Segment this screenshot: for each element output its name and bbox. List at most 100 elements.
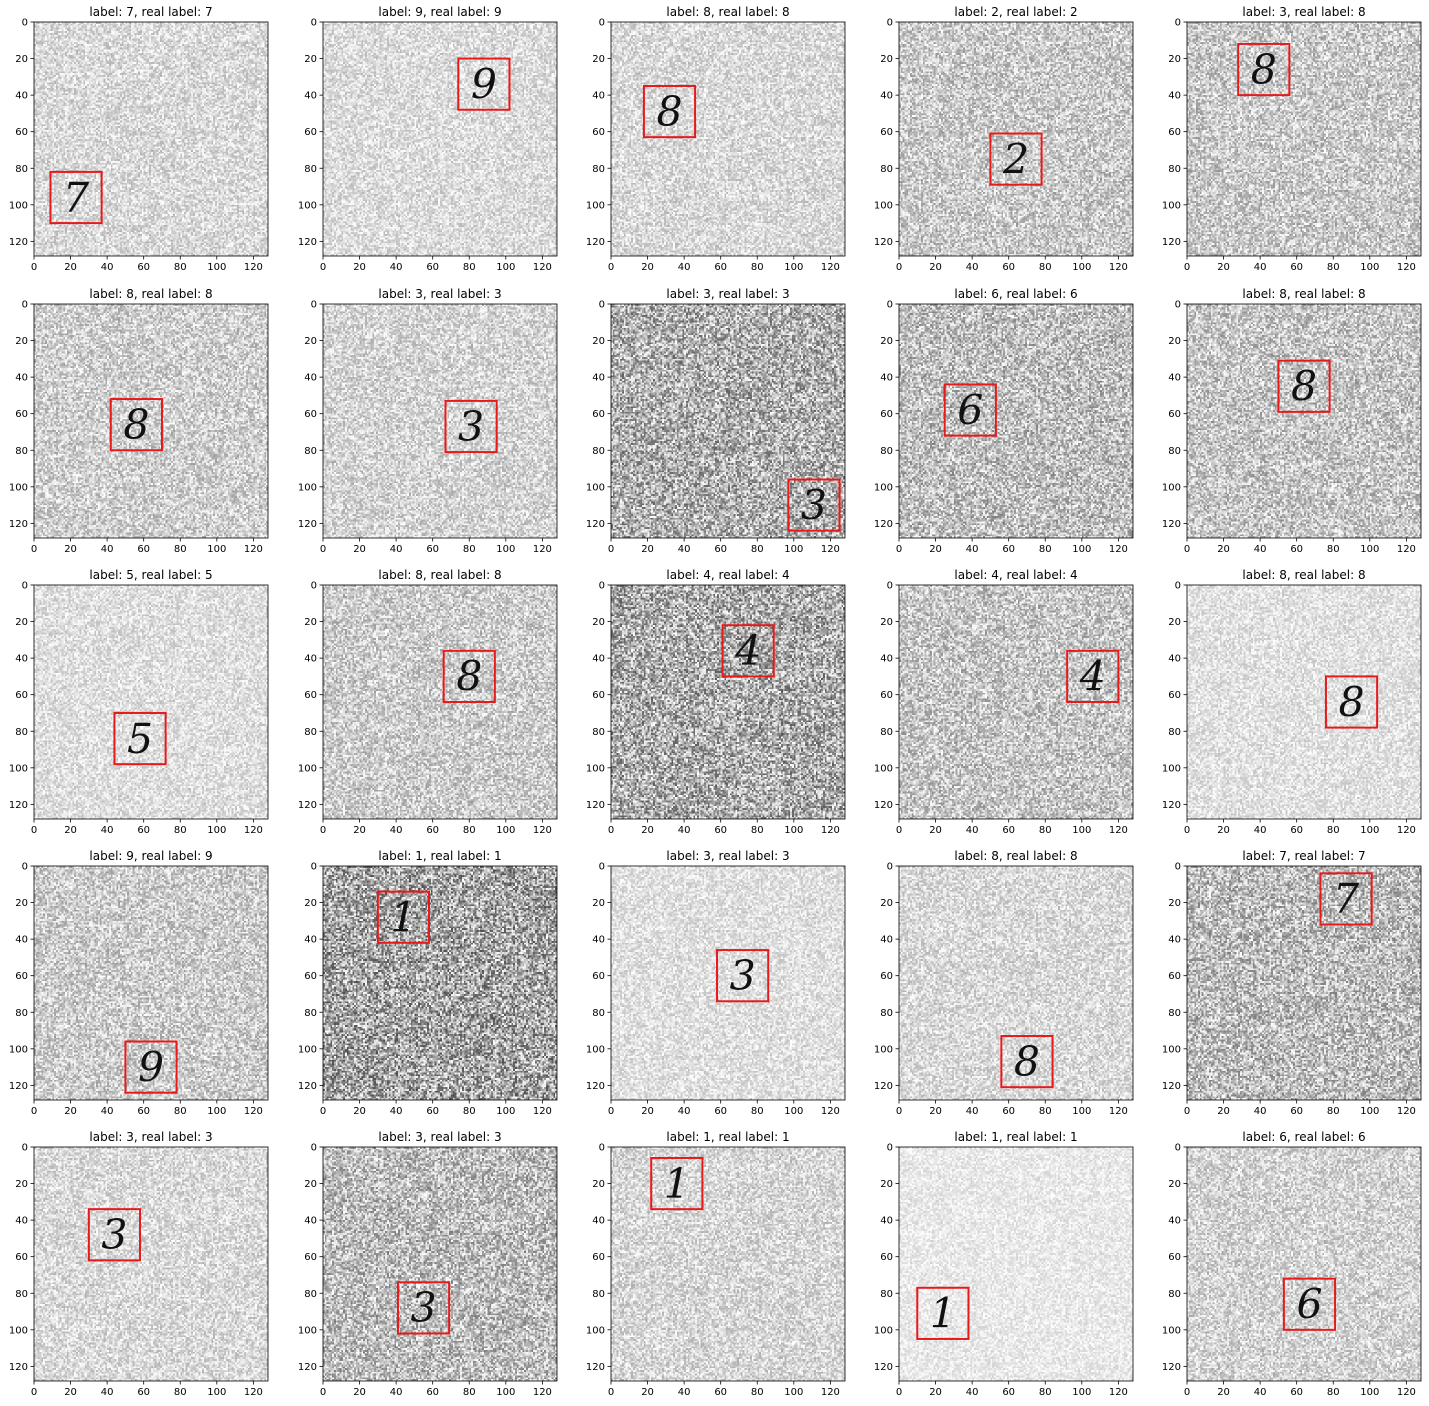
y-tick-label: 0 xyxy=(599,1143,605,1154)
x-tick-label: 60 xyxy=(1290,825,1303,836)
x-tick-label: 20 xyxy=(1217,825,1230,836)
x-tick-label: 80 xyxy=(174,825,187,836)
x-tick-label: 100 xyxy=(496,262,515,273)
y-tick-label: 20 xyxy=(15,898,28,909)
y-tick-label: 60 xyxy=(880,127,893,138)
panel-title: label: 4, real label: 4 xyxy=(954,568,1077,582)
y-tick-label: 100 xyxy=(874,200,893,211)
y-tick-label: 80 xyxy=(304,446,317,457)
bounding-box xyxy=(87,1208,142,1262)
noise-image xyxy=(323,1147,557,1381)
axes-frame xyxy=(33,303,269,539)
noise-image xyxy=(34,1147,268,1381)
y-tick-label: 80 xyxy=(15,1289,28,1300)
axes-frame xyxy=(610,303,846,539)
x-tick-label: 40 xyxy=(1254,262,1267,273)
x-tick-label: 120 xyxy=(821,1387,840,1398)
digit-glyph: 4 xyxy=(1079,653,1106,701)
panel-title: label: 3, real label: 3 xyxy=(378,1130,501,1144)
panel-15: label: 8, real label: 880 20 40 60 80 100 1200… xyxy=(1162,568,1422,836)
x-tick-label: 120 xyxy=(1109,825,1128,836)
panel-title: label: 8, real label: 8 xyxy=(89,287,212,301)
x-tick-label: 120 xyxy=(1397,544,1416,555)
x-tick-label: 40 xyxy=(966,1387,979,1398)
y-tick-label: 20 xyxy=(880,898,893,909)
y-tick-label: 20 xyxy=(880,1179,893,1190)
bounding-box xyxy=(1000,1035,1054,1089)
bounding-box xyxy=(1237,42,1291,97)
x-tick-label: 80 xyxy=(1327,1387,1340,1398)
y-tick-label: 40 xyxy=(1168,91,1181,102)
bounding-box xyxy=(1066,649,1120,703)
axes-frame xyxy=(898,21,1134,257)
y-tick-label: 20 xyxy=(15,54,28,65)
bounding-box xyxy=(650,1156,704,1211)
y-tick-label: 20 xyxy=(592,54,605,65)
y-tick-label: 40 xyxy=(15,935,28,946)
x-tick-label: 20 xyxy=(64,825,77,836)
panel-6: label: 8, real label: 880 20 40 60 80 100 1200… xyxy=(9,287,269,555)
x-tick-label: 40 xyxy=(678,1387,691,1398)
y-tick-label: 100 xyxy=(9,763,28,774)
x-tick-label: 120 xyxy=(1397,1387,1416,1398)
x-tick-label: 0 xyxy=(1184,1387,1190,1398)
y-tick-label: 100 xyxy=(298,200,317,211)
x-tick-label: 40 xyxy=(101,262,114,273)
panel-8: label: 3, real label: 3 3 0 20 40 60 80 100 120 0… xyxy=(586,287,846,555)
x-tick-label: 40 xyxy=(678,1106,691,1117)
axes-frame xyxy=(1186,865,1422,1101)
y-tick-label: 20 xyxy=(880,54,893,65)
y-tick-label: 0 xyxy=(22,581,28,592)
panel-16: label: 9, real label: 9 9 0 20 40 60 80 100 120 0… xyxy=(9,849,269,1117)
y-tick-label: 60 xyxy=(880,971,893,982)
y-tick-label: 60 xyxy=(1168,690,1181,701)
axes-frame xyxy=(33,584,269,820)
x-tick-label: 20 xyxy=(641,262,654,273)
y-tick-label: 40 xyxy=(880,654,893,665)
x-tick-label: 0 xyxy=(608,544,614,555)
x-tick-label: 0 xyxy=(1184,262,1190,273)
panel-2: label: 9, real label: 9 9 0 20 40 60 80 100 120 0… xyxy=(298,5,558,273)
x-tick-label: 60 xyxy=(1290,1106,1303,1117)
panel-10: label: 8, real label: 880 20 40 60 80 100 1200… xyxy=(1162,287,1422,555)
x-tick-label: 20 xyxy=(353,825,366,836)
panel-title: label: 1, real label: 1 xyxy=(666,1130,789,1144)
y-tick-label: 20 xyxy=(1168,1179,1181,1190)
y-tick-label: 100 xyxy=(1162,482,1181,493)
y-tick-label: 20 xyxy=(880,336,893,347)
x-tick-label: 20 xyxy=(929,1106,942,1117)
y-tick-label: 60 xyxy=(15,971,28,982)
x-tick-label: 120 xyxy=(821,262,840,273)
bounding-box xyxy=(49,170,103,225)
y-tick-label: 120 xyxy=(874,1081,893,1092)
x-tick-label: 60 xyxy=(426,1387,439,1398)
y-tick-label: 100 xyxy=(586,763,605,774)
y-tick-label: 20 xyxy=(15,1179,28,1190)
y-tick-label: 60 xyxy=(304,971,317,982)
panel-title: label: 5, real label: 5 xyxy=(89,568,212,582)
y-tick-label: 40 xyxy=(880,373,893,384)
noise-image xyxy=(1187,866,1421,1100)
y-tick-label: 0 xyxy=(311,581,317,592)
x-tick-label: 60 xyxy=(1002,262,1015,273)
y-tick-label: 0 xyxy=(311,300,317,311)
panel-25: label: 6, real label: 660 20 40 60 80 100 1200… xyxy=(1162,1130,1422,1398)
y-tick-label: 100 xyxy=(298,763,317,774)
x-tick-label: 100 xyxy=(1360,825,1379,836)
digit-glyph: 9 xyxy=(471,60,497,108)
y-tick-label: 100 xyxy=(9,1325,28,1336)
y-tick-label: 100 xyxy=(9,200,28,211)
x-tick-label: 120 xyxy=(533,825,552,836)
x-tick-label: 40 xyxy=(678,825,691,836)
y-tick-label: 80 xyxy=(15,1008,28,1019)
y-tick-label: 120 xyxy=(874,1362,893,1373)
noise-image xyxy=(34,866,268,1100)
panel-title: label: 3, real label: 8 xyxy=(1242,5,1365,19)
y-tick-label: 0 xyxy=(22,862,28,873)
x-tick-label: 120 xyxy=(533,262,552,273)
panel-title: label: 9, real label: 9 xyxy=(89,849,212,863)
panel-title: label: 2, real label: 2 xyxy=(954,5,1077,19)
y-tick-label: 100 xyxy=(9,482,28,493)
x-tick-label: 40 xyxy=(678,544,691,555)
x-tick-label: 60 xyxy=(714,825,727,836)
